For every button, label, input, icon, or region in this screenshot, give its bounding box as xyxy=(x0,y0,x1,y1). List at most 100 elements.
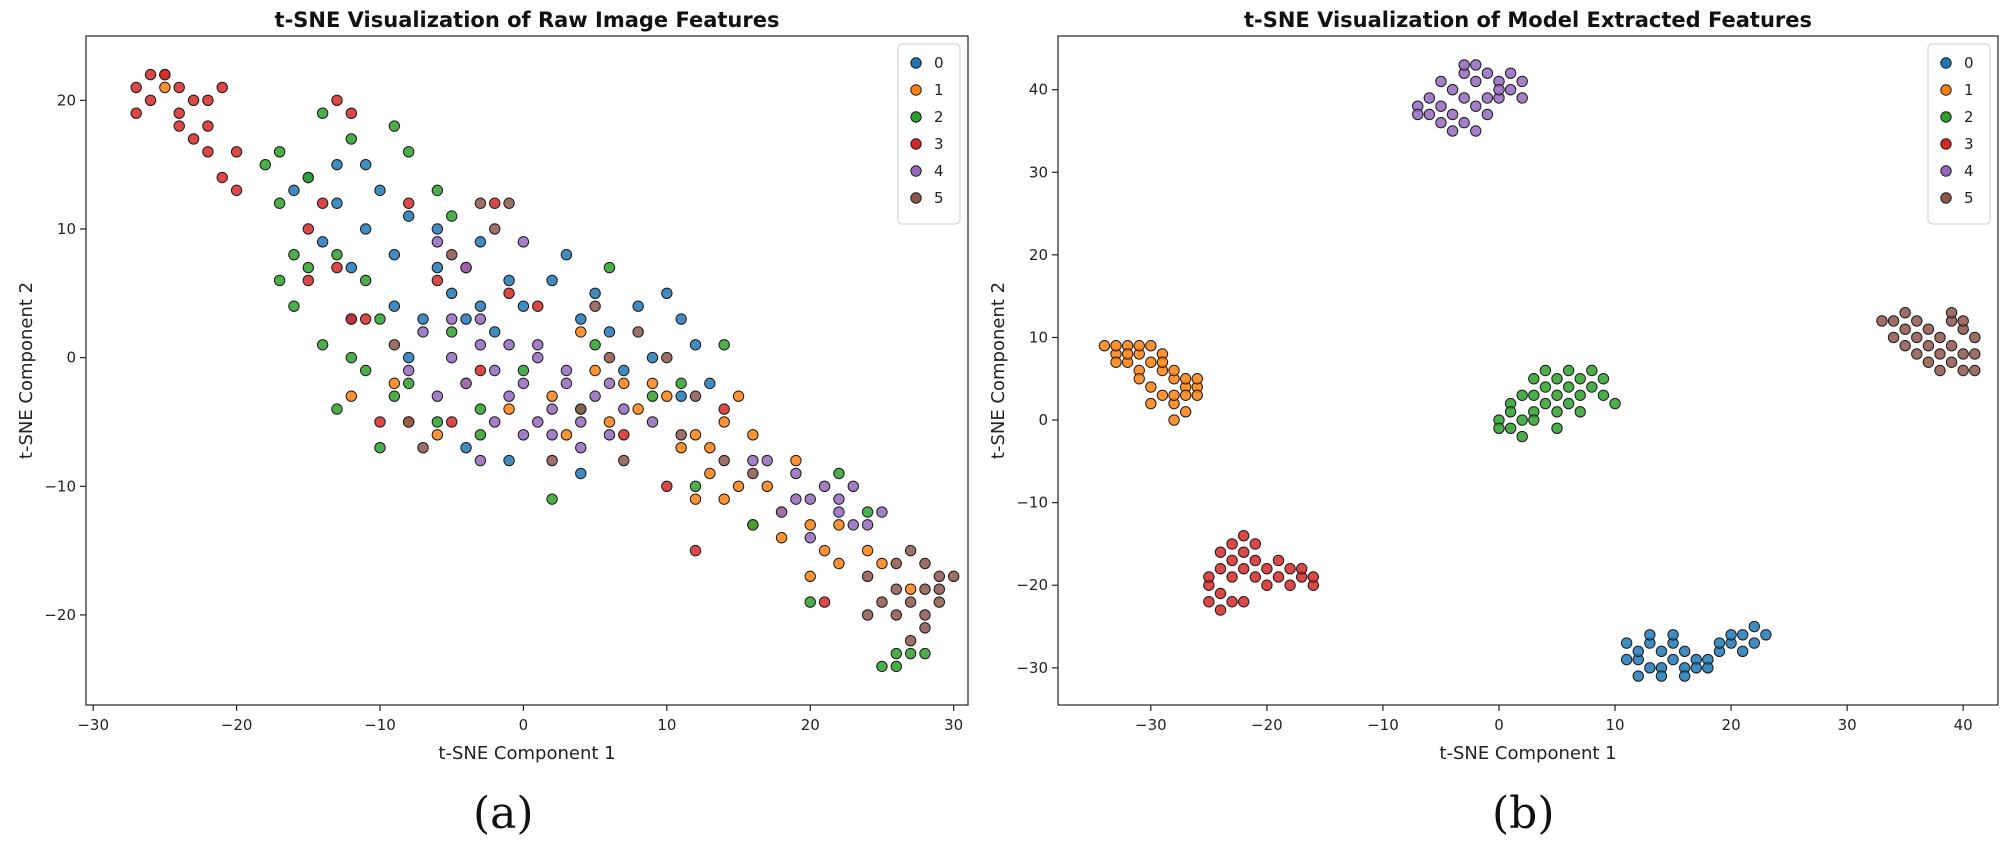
point-class-2 xyxy=(1574,373,1586,385)
point-class-1 xyxy=(732,480,745,492)
point-class-1 xyxy=(560,429,573,441)
chart-title: t-SNE Visualization of Raw Image Feature… xyxy=(275,8,780,32)
point-class-0 xyxy=(1748,620,1760,633)
point-class-4 xyxy=(402,364,415,377)
point-class-1 xyxy=(159,81,171,94)
x-tick-label: 0 xyxy=(519,716,529,734)
point-class-2 xyxy=(1516,430,1528,443)
point-class-1 xyxy=(661,390,673,402)
y-tick-label: 20 xyxy=(57,91,76,109)
legend-label-5: 5 xyxy=(1964,189,1974,207)
point-class-3 xyxy=(202,94,214,107)
point-class-2 xyxy=(1551,373,1563,385)
point-class-2 xyxy=(288,249,300,261)
point-class-1 xyxy=(833,519,845,531)
point-class-3 xyxy=(130,107,142,119)
point-class-0 xyxy=(316,236,329,248)
point-class-3 xyxy=(130,81,142,94)
point-class-4 xyxy=(532,339,544,351)
point-class-1 xyxy=(589,364,601,377)
point-class-1 xyxy=(747,429,759,441)
point-class-2 xyxy=(1551,406,1563,418)
point-class-4 xyxy=(1470,59,1482,71)
point-class-5 xyxy=(1957,315,1969,327)
point-class-0 xyxy=(575,467,587,480)
point-class-5 xyxy=(446,249,458,261)
point-class-0 xyxy=(589,287,601,300)
point-class-2 xyxy=(1528,373,1540,385)
chart-title: t-SNE Visualization of Model Extracted F… xyxy=(1244,8,1812,32)
point-class-1 xyxy=(1133,340,1145,352)
point-class-3 xyxy=(331,94,343,107)
point-class-5 xyxy=(933,583,946,595)
point-class-4 xyxy=(603,429,616,441)
point-class-3 xyxy=(345,313,358,325)
caption-a: (a) xyxy=(473,788,534,839)
point-class-5 xyxy=(890,557,902,570)
point-class-2 xyxy=(919,647,931,660)
point-class-2 xyxy=(359,274,372,287)
point-class-5 xyxy=(890,609,902,621)
point-class-5 xyxy=(1945,356,1958,368)
point-class-5 xyxy=(689,390,702,402)
point-class-5 xyxy=(747,467,759,480)
point-class-4 xyxy=(761,454,773,467)
point-class-3 xyxy=(1284,563,1296,575)
point-class-2 xyxy=(1516,414,1528,426)
y-tick-label: 10 xyxy=(57,220,76,238)
point-class-4 xyxy=(446,313,458,325)
legend-box xyxy=(897,43,961,225)
point-class-2 xyxy=(474,429,487,441)
point-class-3 xyxy=(503,287,515,300)
point-class-0 xyxy=(460,313,472,325)
legend-marker-4 xyxy=(1940,165,1952,177)
x-tick-label: −30 xyxy=(77,716,109,734)
chart-model-features: t-SNE Visualization of Model Extracted F… xyxy=(988,8,1999,764)
point-class-0 xyxy=(402,351,415,364)
point-class-0 xyxy=(560,249,573,261)
point-class-0 xyxy=(1655,645,1668,658)
point-class-4 xyxy=(517,429,530,441)
point-class-5 xyxy=(890,583,902,595)
point-class-0 xyxy=(704,377,716,390)
legend-marker-2 xyxy=(910,111,922,123)
point-class-2 xyxy=(1597,373,1610,385)
point-class-1 xyxy=(1168,389,1180,401)
point-class-3 xyxy=(1214,546,1227,558)
point-class-0 xyxy=(460,441,472,454)
point-class-1 xyxy=(1145,397,1157,410)
point-class-2 xyxy=(689,480,702,492)
point-class-0 xyxy=(503,454,515,467)
point-class-0 xyxy=(661,287,673,300)
point-class-2 xyxy=(1597,389,1610,401)
point-class-3 xyxy=(1296,563,1308,575)
point-class-2 xyxy=(1574,406,1586,418)
point-class-4 xyxy=(646,416,659,428)
point-class-2 xyxy=(589,339,601,351)
point-class-5 xyxy=(1934,348,1946,360)
point-class-3 xyxy=(173,120,185,132)
point-class-0 xyxy=(503,274,515,287)
point-class-1 xyxy=(732,390,745,402)
point-class-1 xyxy=(632,403,644,415)
point-class-4 xyxy=(474,313,487,325)
y-tick-label: −20 xyxy=(1016,576,1048,594)
point-class-1 xyxy=(704,467,716,480)
legend-marker-3 xyxy=(910,138,922,150)
legend-marker-0 xyxy=(910,57,922,69)
x-tick-label: −10 xyxy=(1367,716,1399,734)
point-class-4 xyxy=(460,377,472,390)
point-class-3 xyxy=(1249,554,1261,567)
point-class-0 xyxy=(1644,629,1656,641)
point-class-3 xyxy=(1261,563,1273,575)
point-class-4 xyxy=(790,493,802,505)
point-class-0 xyxy=(1725,629,1737,641)
point-class-1 xyxy=(546,390,558,402)
point-class-4 xyxy=(1435,75,1447,88)
point-class-2 xyxy=(747,519,759,531)
point-class-4 xyxy=(575,416,587,428)
point-class-1 xyxy=(833,557,845,570)
point-class-0 xyxy=(1678,645,1691,658)
point-class-3 xyxy=(187,94,200,107)
point-class-0 xyxy=(474,236,487,248)
